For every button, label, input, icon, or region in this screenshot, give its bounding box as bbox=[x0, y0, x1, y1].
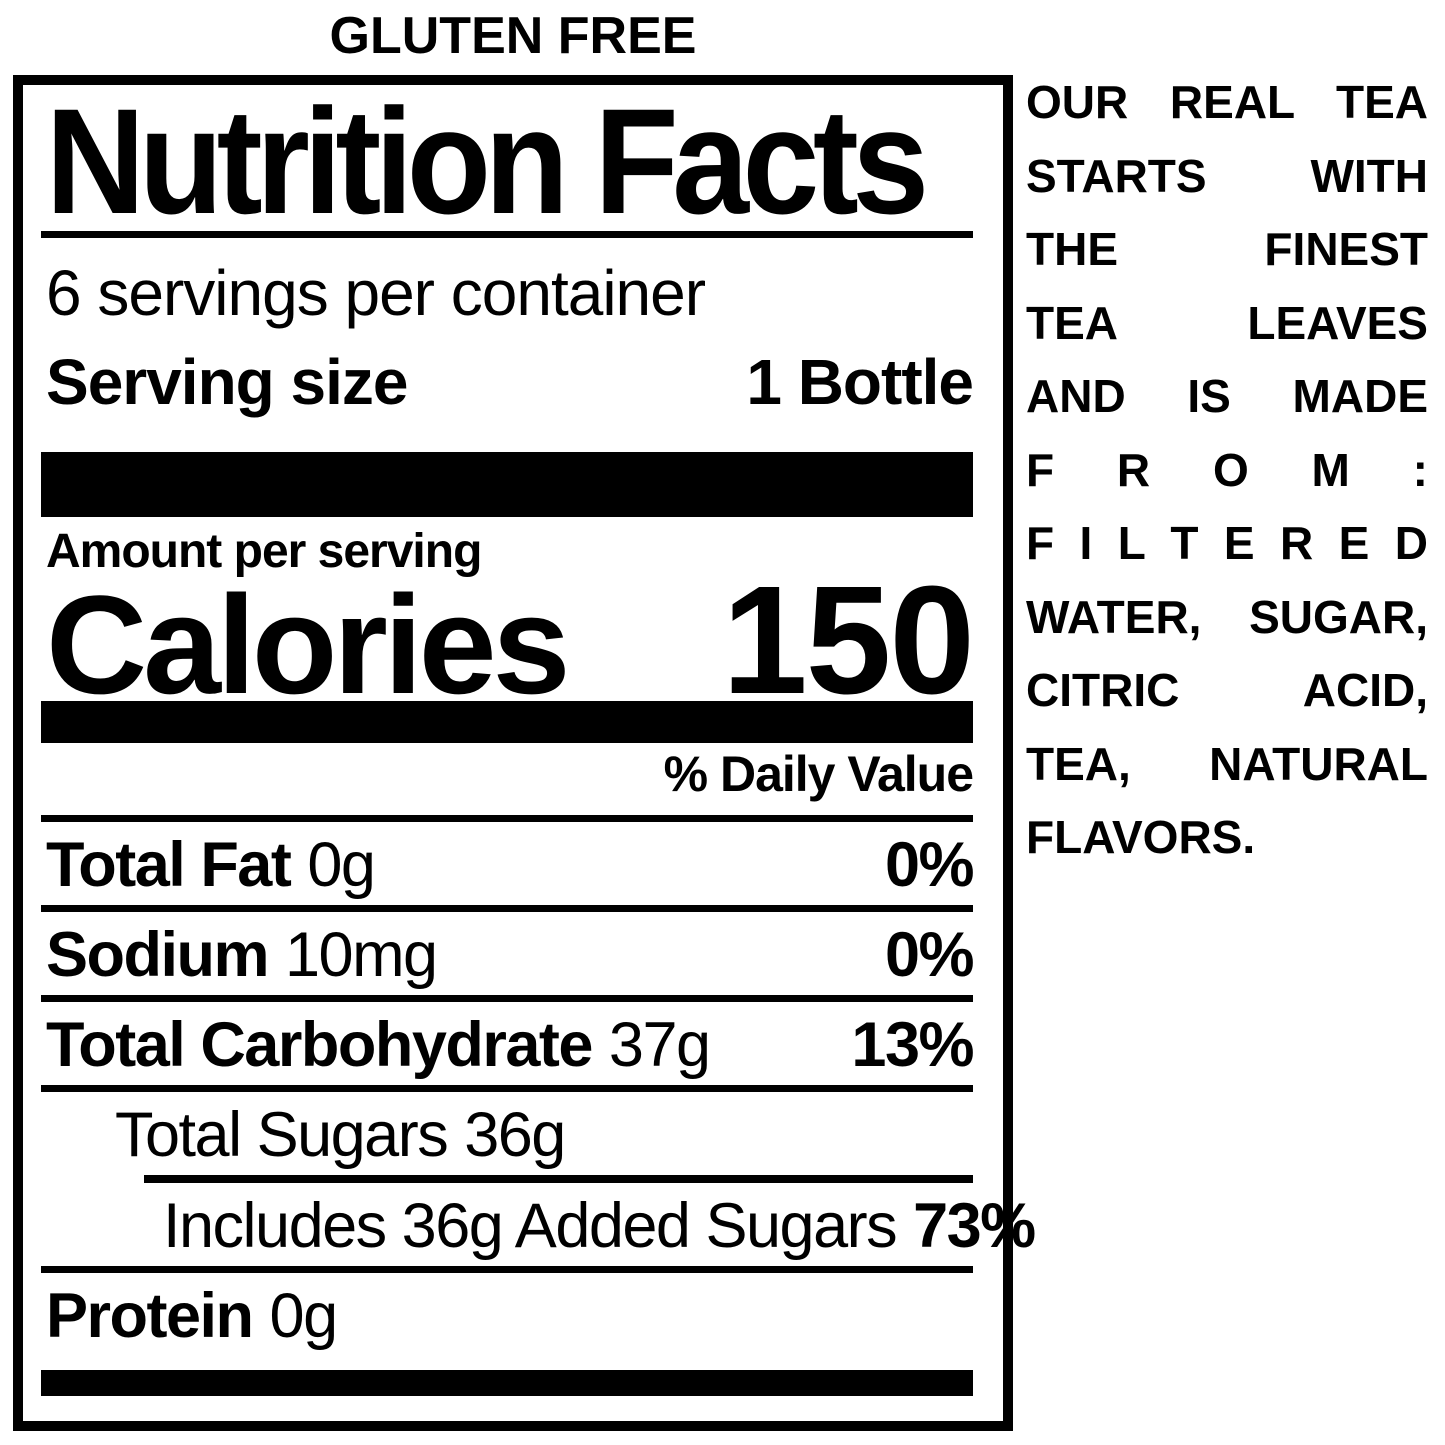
nutrient-row-protein: Protein 0g bbox=[41, 1273, 973, 1356]
nutrient-name: Total Fat bbox=[46, 830, 292, 900]
marketing-line: OUR REAL TEA bbox=[1026, 76, 1428, 128]
servings-per-container: 6 servings per container bbox=[46, 257, 706, 329]
daily-value-percent: 0% bbox=[884, 920, 975, 990]
calories-row: Calories 150 bbox=[41, 554, 975, 726]
nutrient-name: Sodium bbox=[46, 920, 270, 990]
divider-under-dv-header bbox=[41, 815, 973, 822]
nutrient-row-total-sugars: Total Sugars 36g bbox=[41, 1092, 973, 1175]
nutrient-name: Includes 36g Added Sugars bbox=[163, 1191, 898, 1261]
divider-under-title bbox=[41, 231, 973, 238]
nutrient-row-total-carbohydrate: Total Carbohydrate 37g 13% bbox=[41, 1002, 974, 1085]
divider-row bbox=[41, 995, 973, 1002]
nutrient-amount: 10mg bbox=[285, 920, 438, 990]
nutrient-row-added-sugars: Includes 36g Added Sugars 73% bbox=[41, 1183, 1036, 1266]
nutrient-name: Protein bbox=[46, 1281, 254, 1351]
marketing-line: WATER, SUGAR, bbox=[1026, 590, 1428, 643]
calories-value: 150 bbox=[722, 554, 975, 726]
nutrient-row-sodium: Sodium 10mg 0% bbox=[41, 912, 975, 995]
nutrient-amount: 0g bbox=[269, 1281, 339, 1351]
nutrient-row-total-fat: Total Fat 0g 0% bbox=[41, 822, 975, 905]
daily-value-percent: 13% bbox=[851, 1010, 974, 1080]
divider-row bbox=[41, 905, 973, 912]
marketing-line: THE FINEST bbox=[1026, 223, 1428, 275]
nutrient-name-amount: Protein 0g bbox=[46, 1281, 339, 1351]
daily-value-percent: 0% bbox=[884, 830, 975, 900]
divider-row bbox=[41, 1085, 973, 1092]
nutrition-facts-title: Nutrition Facts bbox=[45, 77, 930, 245]
nutrient-name-amount: Total Fat 0g bbox=[46, 830, 376, 900]
marketing-line: STARTS WITH bbox=[1026, 149, 1428, 202]
nutrient-name-amount: Sodium 10mg bbox=[46, 920, 438, 990]
nutrient-amount: 37g bbox=[608, 1010, 711, 1080]
divider-row bbox=[41, 1266, 973, 1273]
marketing-line: CITRIC ACID, bbox=[1026, 664, 1428, 716]
daily-value-percent: 73% bbox=[913, 1191, 1036, 1261]
nutrient-name-amount: Total Sugars 36g bbox=[115, 1100, 566, 1170]
nutrition-facts-panel: Nutrition Facts 6 servings per container… bbox=[13, 75, 1036, 1431]
serving-size-row: Serving size 1 Bottle bbox=[41, 340, 974, 424]
nutrient-amount: 0g bbox=[307, 830, 376, 900]
nutrient-name: Total Carbohydrate bbox=[46, 1010, 593, 1080]
marketing-line: F I L T E R E D bbox=[1026, 517, 1428, 569]
marketing-line: F R O M : bbox=[1026, 443, 1428, 496]
serving-size-value: 1 Bottle bbox=[746, 346, 974, 418]
gluten-free-heading: GLUTEN FREE bbox=[329, 7, 697, 65]
nutrient-name-amount: Includes 36g Added Sugars bbox=[163, 1191, 913, 1261]
daily-value-header: % Daily Value bbox=[663, 746, 974, 802]
calories-label: Calories bbox=[46, 566, 570, 723]
marketing-line: TEA LEAVES bbox=[1026, 296, 1428, 349]
nutrient-name: Total Sugars bbox=[115, 1100, 449, 1170]
serving-size-label: Serving size bbox=[46, 346, 408, 418]
marketing-line: FLAVORS. bbox=[1026, 811, 1256, 863]
thick-separator-bar-top bbox=[41, 452, 973, 517]
marketing-copy: OUR REAL TEA STARTS WITH THE FINEST TEA … bbox=[1026, 66, 1428, 875]
divider-row-indented bbox=[144, 1175, 973, 1183]
marketing-line: AND IS MADE bbox=[1026, 370, 1428, 422]
marketing-line: TEA, NATURAL bbox=[1026, 737, 1428, 790]
thick-separator-bar-middle bbox=[41, 701, 973, 743]
nutrient-amount: 36g bbox=[464, 1100, 566, 1170]
nutrient-name-amount: Total Carbohydrate 37g bbox=[46, 1010, 711, 1080]
thick-separator-bar-bottom bbox=[41, 1370, 973, 1396]
amount-per-serving-label: Amount per serving bbox=[46, 525, 482, 578]
